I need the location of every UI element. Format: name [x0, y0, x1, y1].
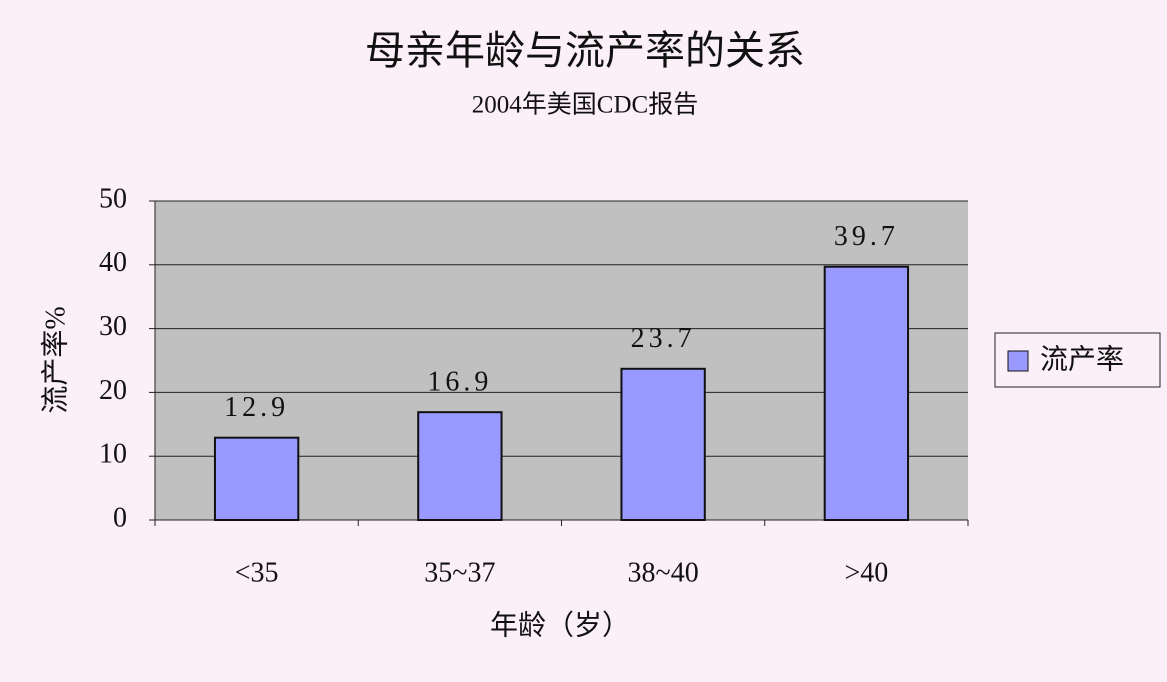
y-tick-label: 30	[99, 311, 127, 342]
data-label: 12.9	[224, 392, 289, 423]
y-axis-label: 流产率%	[39, 306, 71, 413]
x-tick-label: <35	[235, 557, 279, 588]
y-tick-label: 50	[99, 183, 127, 214]
y-tick-label: 0	[113, 502, 127, 533]
data-label: 23.7	[631, 323, 696, 354]
x-tick-label: >40	[844, 557, 888, 588]
chart-title: 母亲年龄与流产率的关系	[365, 28, 805, 73]
bar	[823, 265, 910, 521]
y-tick-label: 20	[99, 375, 127, 406]
legend-swatch	[1007, 350, 1029, 372]
x-axis-label: 年龄（岁）	[490, 609, 630, 641]
bar	[417, 411, 503, 522]
legend-label: 流产率	[1040, 343, 1124, 375]
y-tick-label: 40	[99, 247, 127, 278]
x-tick-label: 38~40	[628, 557, 699, 588]
y-tick-label: 10	[99, 439, 127, 470]
bar	[620, 367, 706, 521]
data-label: 16.9	[427, 367, 492, 398]
chart-subtitle: 2004年美国CDC报告	[472, 91, 698, 119]
bar	[213, 436, 300, 521]
data-label: 39.7	[834, 221, 899, 252]
x-tick-label: 35~37	[424, 557, 495, 588]
